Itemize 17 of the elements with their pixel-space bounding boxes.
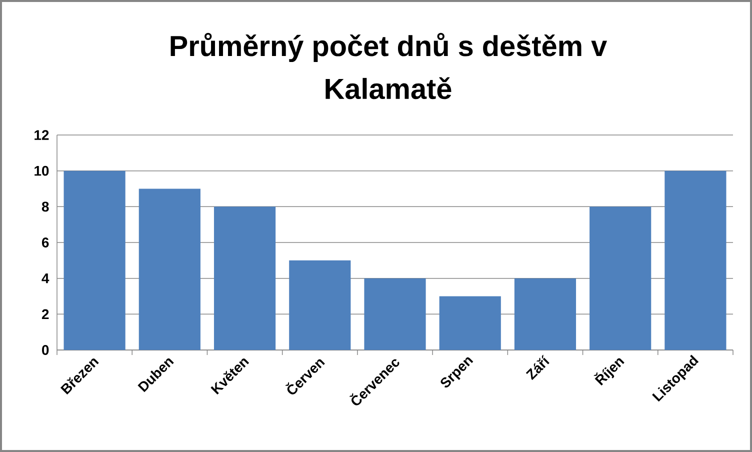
y-tick-label: 2 bbox=[42, 309, 49, 320]
bar bbox=[214, 206, 276, 350]
y-tick-label: 12 bbox=[34, 130, 49, 140]
y-tick-label: 8 bbox=[42, 202, 49, 212]
bar bbox=[439, 296, 501, 350]
bar bbox=[664, 170, 726, 350]
y-tick-label: 6 bbox=[42, 238, 49, 248]
y-tick-label: 10 bbox=[34, 166, 49, 176]
bar bbox=[364, 278, 426, 350]
y-tick-label: 4 bbox=[42, 274, 50, 284]
bar bbox=[289, 260, 351, 350]
bar bbox=[138, 188, 200, 350]
y-tick-label: 0 bbox=[42, 345, 49, 355]
bar bbox=[64, 170, 126, 350]
chart-title: Průměrný počet dnů s deštěm v Kalamatě bbox=[170, 32, 608, 100]
bar bbox=[590, 206, 652, 350]
bar bbox=[514, 278, 576, 350]
